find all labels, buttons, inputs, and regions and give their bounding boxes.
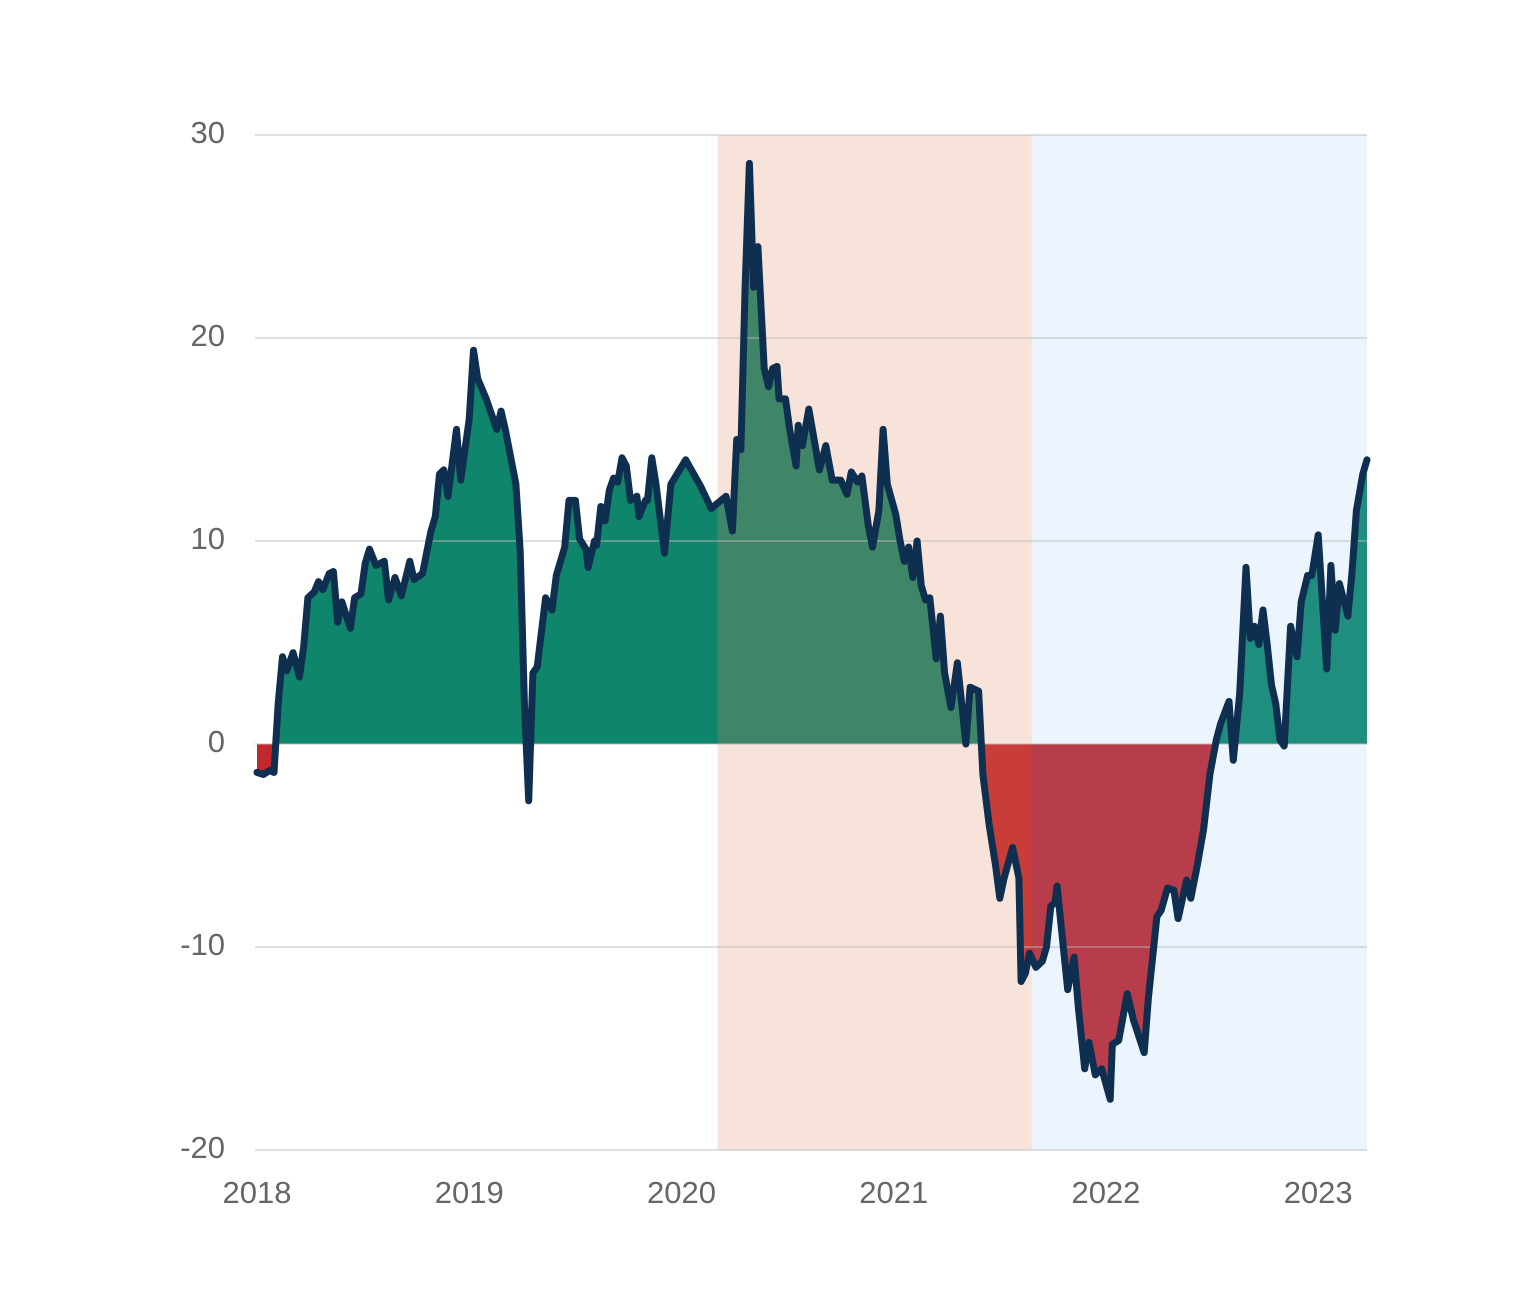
- x-tick-label: 2022: [1071, 1175, 1140, 1210]
- y-tick-label: 30: [191, 115, 225, 150]
- y-tick-label: 10: [191, 521, 225, 556]
- x-tick-label: 2023: [1284, 1175, 1353, 1210]
- y-tick-label: -20: [180, 1130, 225, 1165]
- positive-area: [257, 163, 1367, 744]
- y-tick-label: 20: [191, 318, 225, 353]
- negative-area: [257, 744, 1367, 1100]
- x-tick-label: 2019: [435, 1175, 504, 1210]
- shaded-region: [717, 135, 1032, 1150]
- y-tick-label: 0: [208, 724, 225, 759]
- x-tick-label: 2021: [859, 1175, 928, 1210]
- shaded-region: [1031, 135, 1367, 1150]
- line: [253, 159, 1371, 1103]
- y-tick-label: -10: [180, 927, 225, 962]
- x-tick-label: 2018: [223, 1175, 292, 1210]
- x-tick-label: 2020: [647, 1175, 716, 1210]
